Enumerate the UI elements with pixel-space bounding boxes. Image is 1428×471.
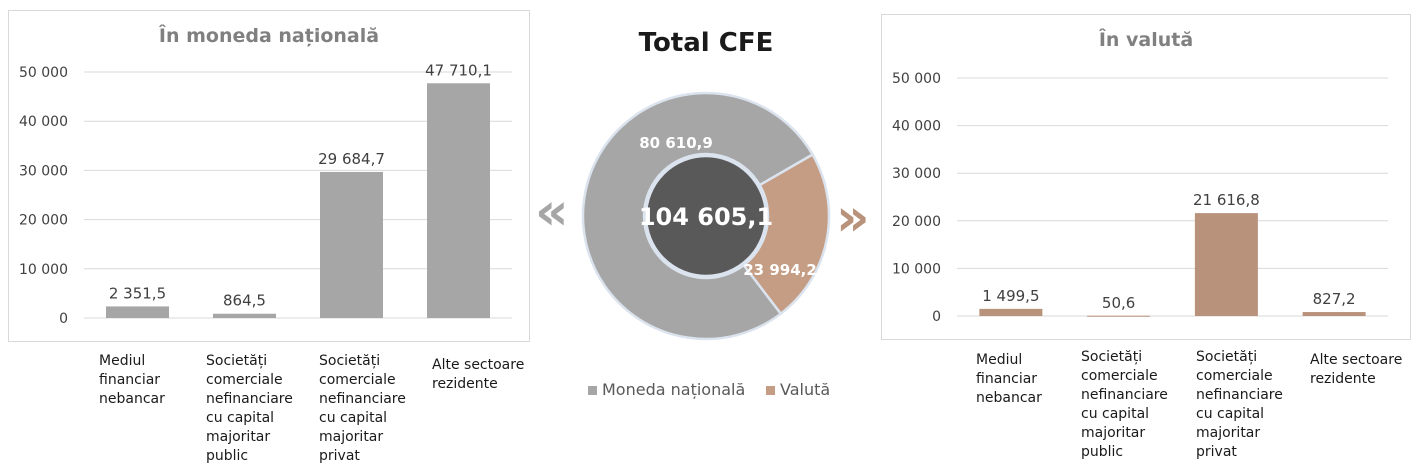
bar <box>427 83 490 318</box>
donut-center <box>644 154 768 278</box>
category-label: Alte sectoare rezidente <box>1310 352 1403 387</box>
data-label: 21 616,8 <box>1193 191 1260 209</box>
donut-slice <box>581 91 815 341</box>
data-label: 47 710,1 <box>425 61 492 79</box>
legend-item-national: Moneda națională <box>588 380 745 399</box>
category-label: Mediul financiar nebancar <box>99 353 165 407</box>
legend-label: Moneda națională <box>602 380 746 399</box>
y-tick-label: 30 000 <box>19 163 68 179</box>
y-tick-label: 40 000 <box>19 114 68 130</box>
bar <box>979 308 1043 316</box>
category-label: Societăți comerciale nefinanciare cu cap… <box>206 353 293 464</box>
category-label: Mediul financiar nebancar <box>976 352 1042 406</box>
chart-title: În moneda națională <box>158 25 380 47</box>
data-label: 50,6 <box>1102 294 1135 312</box>
bar <box>320 171 383 318</box>
slice-label-valuta: 23 994,2 <box>743 261 817 279</box>
bar <box>1302 312 1366 316</box>
chart-title: În valută <box>1098 29 1194 51</box>
category-label: Societăți comerciale nefinanciare cu cap… <box>1081 349 1168 460</box>
legend-swatch <box>588 386 597 395</box>
y-tick-label: 30 000 <box>892 166 941 182</box>
bar <box>213 313 276 318</box>
y-tick-label: 0 <box>59 311 68 327</box>
y-tick-label: 40 000 <box>892 119 941 135</box>
legend-swatch <box>766 386 775 395</box>
data-label: 1 499,5 <box>982 287 1039 305</box>
total-value: 104 605,1 <box>639 203 773 231</box>
donut-title: Total CFE <box>638 28 774 58</box>
data-label: 864,5 <box>223 292 266 310</box>
bar <box>1194 213 1258 316</box>
category-label: Alte sectoare rezidente <box>432 357 525 392</box>
legend-label: Valută <box>780 380 831 399</box>
data-label: 2 351,5 <box>109 284 166 302</box>
y-tick-label: 10 000 <box>19 262 68 278</box>
y-tick-label: 50 000 <box>19 65 68 81</box>
data-label: 827,2 <box>1313 290 1356 308</box>
y-tick-label: 0 <box>932 309 941 325</box>
right-arrow-icon: » <box>836 188 870 248</box>
donut-slice <box>741 152 831 316</box>
y-tick-label: 20 000 <box>892 214 941 230</box>
category-label: Societăți comerciale nefinanciare cu cap… <box>1196 349 1283 460</box>
data-label: 29 684,7 <box>318 150 385 168</box>
bar <box>1087 315 1151 317</box>
foreign-currency-chart: În valută <box>881 14 1411 340</box>
y-tick-label: 50 000 <box>892 71 941 87</box>
slice-label-national: 80 610,9 <box>639 134 713 152</box>
left-arrow-icon: « <box>535 182 569 242</box>
bar <box>106 306 169 318</box>
y-tick-label: 10 000 <box>892 261 941 277</box>
category-label: Societăți comerciale nefinanciare cu cap… <box>319 353 406 464</box>
y-tick-label: 20 000 <box>19 213 68 229</box>
legend-item-valuta: Valută <box>766 380 830 399</box>
